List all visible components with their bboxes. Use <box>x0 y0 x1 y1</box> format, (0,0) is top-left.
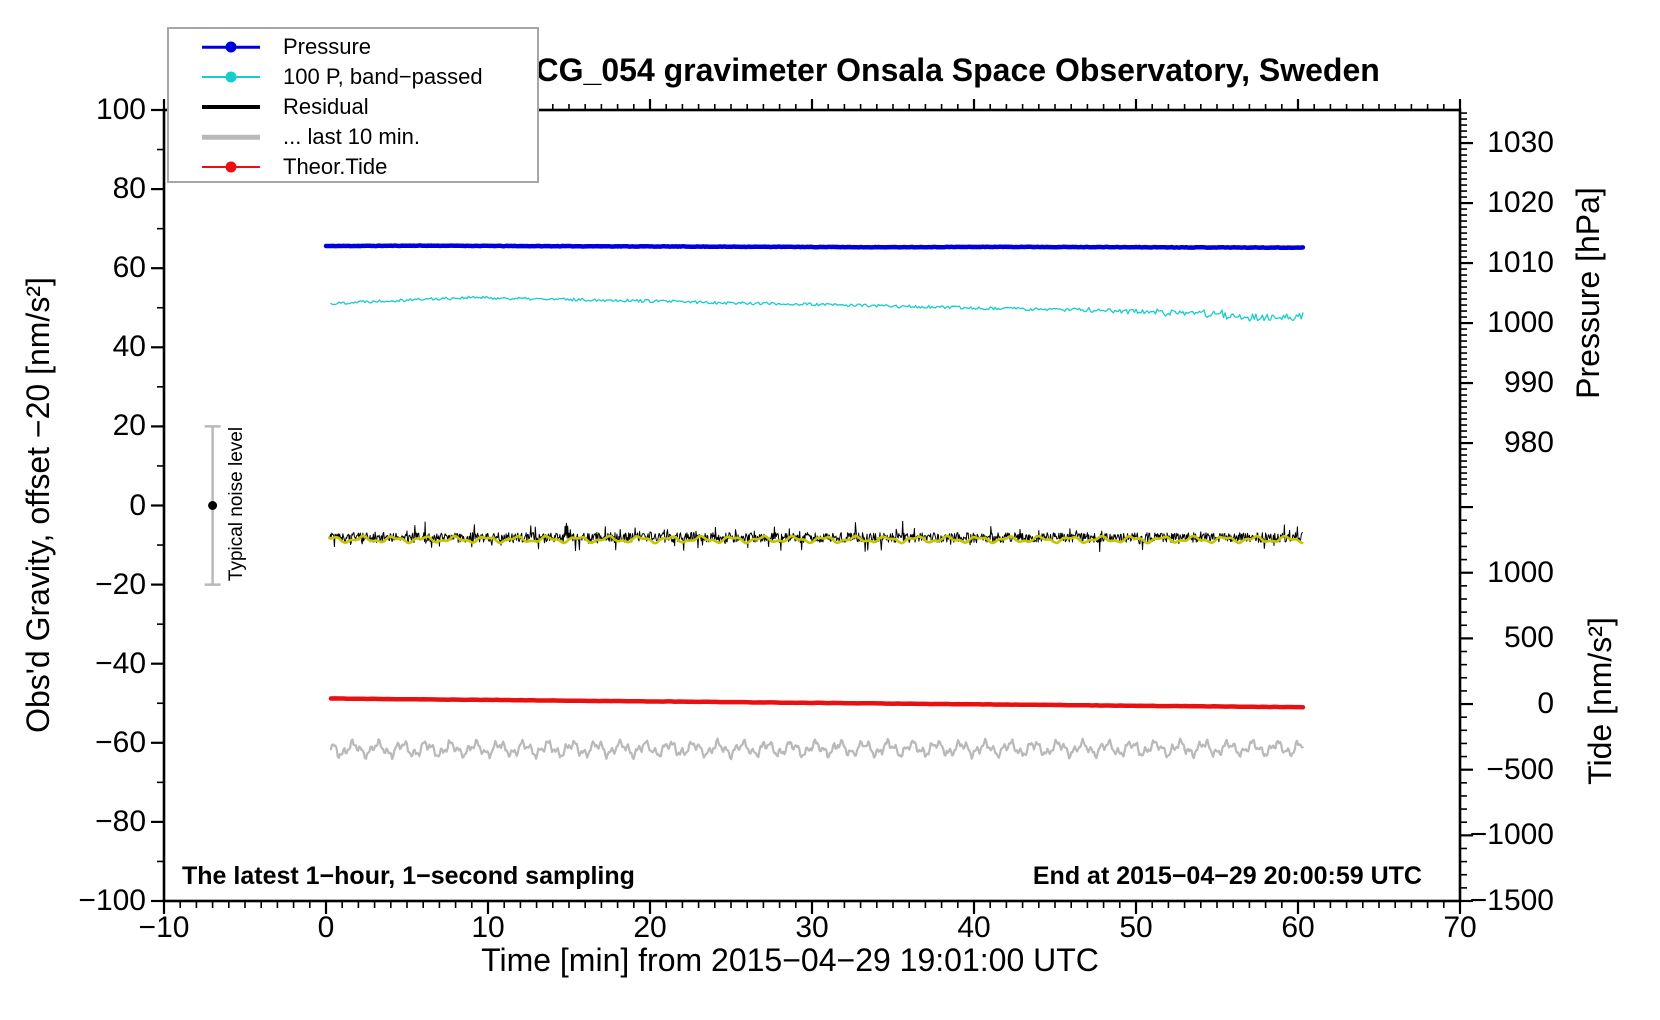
legend-line-sample <box>202 130 260 144</box>
series-pressure <box>323 243 1306 251</box>
legend-label: 100 P, band−passed <box>283 64 483 89</box>
end-time-annotation: End at 2015−04−29 20:00:59 UTC <box>1032 862 1422 890</box>
legend-line-sample <box>202 160 260 174</box>
series-residual <box>328 520 1303 553</box>
legend-entry: Pressure <box>169 32 537 62</box>
legend-marker-dot <box>225 161 237 173</box>
series-residual-smoothed <box>327 534 1304 545</box>
legend-label: ... last 10 min. <box>283 124 420 149</box>
legend-line-sample <box>202 70 260 84</box>
sampling-annotation: The latest 1−hour, 1−second sampling <box>182 862 635 890</box>
legend-line <box>202 105 260 109</box>
legend: Pressure 100 P, band−passed Residual ... la… <box>167 27 539 183</box>
legend-label: Pressure <box>283 34 372 59</box>
y-left-axis-title: Obs'd Gravity, offset −20 [nm/s²] <box>20 277 56 733</box>
x-axis-title: Time [min] from 2015−04−29 19:01:00 UTC <box>481 942 1099 978</box>
legend-marker-dot <box>225 71 237 83</box>
chart-title: SCG_054 gravimeter Onsala Space Observat… <box>514 52 1380 88</box>
legend-entry: 100 P, band−passed <box>169 62 537 92</box>
series-residual-last-10-min <box>329 737 1304 761</box>
noise-level-label: Typical noise level <box>226 426 247 582</box>
legend-entry: Residual <box>169 92 537 122</box>
legend-line-sample <box>202 100 260 114</box>
legend-entry: ... last 10 min. <box>169 122 537 152</box>
plot-border <box>162 108 1462 903</box>
legend-line <box>202 134 260 140</box>
legend-label: Theor.Tide <box>283 154 388 179</box>
series-band-passed-pressure <box>330 295 1304 322</box>
noise-level-dot <box>208 501 218 510</box>
legend-marker-dot <box>225 41 237 53</box>
legend-label: Residual <box>283 94 369 119</box>
legend-entry: Theor.Tide <box>169 152 537 182</box>
legend-line-sample <box>202 40 260 54</box>
tide-axis-title: Tide [nm/s²] <box>1582 617 1618 785</box>
series-theor-tide <box>328 696 1306 710</box>
pressure-axis-title: Pressure [hPa] <box>1570 187 1606 399</box>
